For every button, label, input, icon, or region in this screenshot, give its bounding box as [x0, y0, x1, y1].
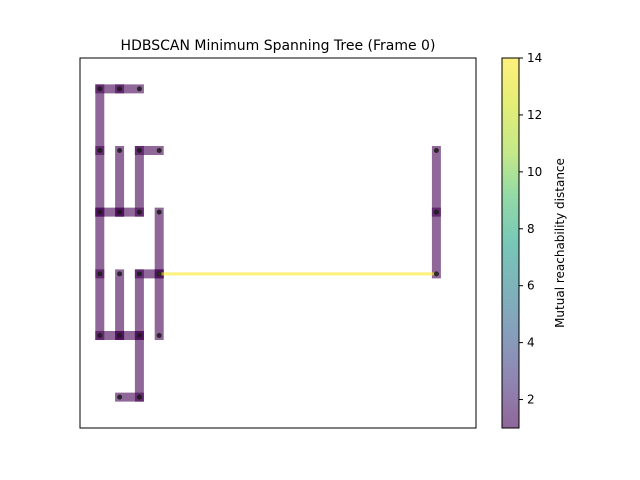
chart-title: HDBSCAN Minimum Spanning Tree (Frame 0)	[121, 38, 436, 54]
data-point	[136, 86, 142, 92]
data-point	[136, 333, 142, 338]
data-point	[433, 209, 439, 215]
data-point	[97, 209, 103, 215]
data-point	[136, 271, 142, 277]
colorbar-tick-label: 10	[527, 165, 542, 179]
colorbar-tick-label: 6	[527, 279, 535, 293]
data-point	[156, 333, 162, 338]
data-point	[136, 394, 142, 400]
colorbar-label: Mutual reachability distance	[553, 158, 567, 328]
data-point	[156, 209, 162, 215]
colorbar: 2 4 6 8 10 12 14	[501, 51, 542, 429]
data-point	[117, 394, 123, 400]
axes-frame	[79, 57, 477, 429]
data-point	[433, 148, 439, 153]
colorbar-tick-label: 12	[527, 108, 542, 122]
colorbar-tick-label: 2	[527, 393, 535, 407]
colorbar-tick-label: 4	[527, 336, 535, 350]
data-point	[97, 148, 103, 153]
data-point	[117, 209, 123, 215]
data-point	[136, 209, 142, 215]
data-point	[433, 271, 439, 277]
data-point	[97, 271, 103, 277]
data-point	[117, 86, 123, 92]
colorbar-tick-label: 14	[527, 51, 542, 65]
colorbar-gradient	[501, 57, 520, 429]
data-point	[117, 333, 123, 338]
data-point	[97, 333, 103, 338]
data-point	[97, 86, 103, 92]
data-point	[156, 148, 162, 153]
data-point	[117, 148, 123, 153]
data-point	[117, 271, 123, 277]
colorbar-tick-label: 8	[527, 222, 535, 236]
data-point	[156, 271, 162, 277]
data-point	[136, 148, 142, 153]
plot-area	[95, 84, 441, 402]
